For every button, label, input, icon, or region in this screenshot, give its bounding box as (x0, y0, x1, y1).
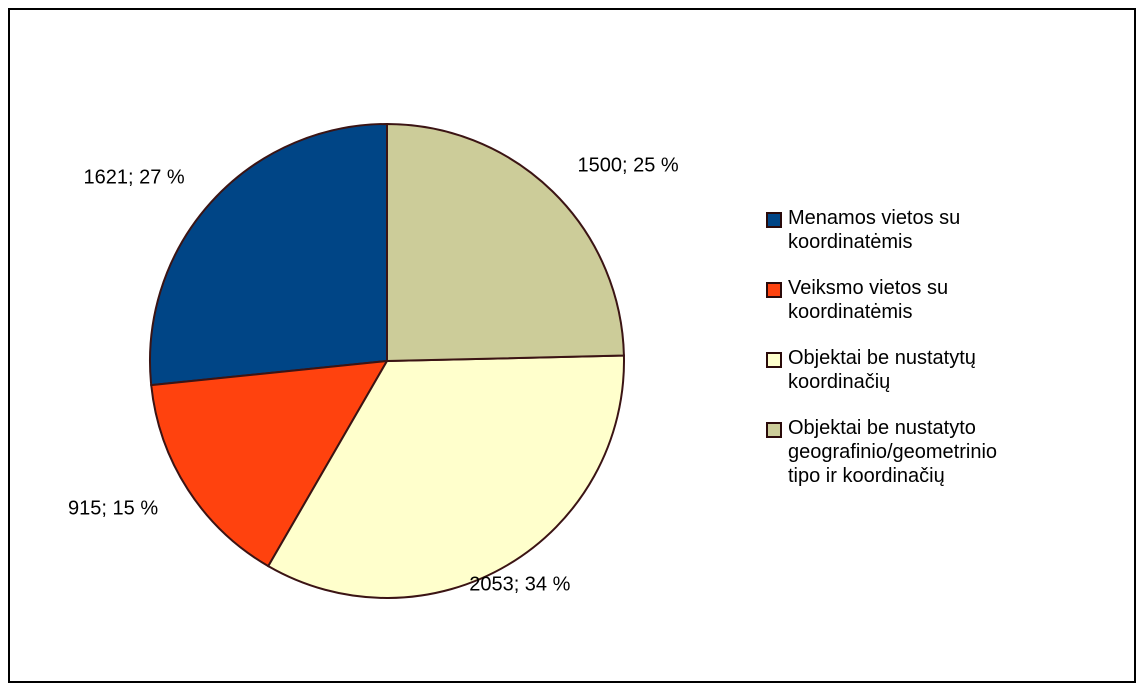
legend-swatch (766, 352, 782, 368)
legend-item: Menamos vietos su koordinatėmis (766, 206, 1006, 254)
pie-slice (386, 122, 625, 363)
data-label: 2053; 34 % (469, 574, 570, 596)
legend-item: Veiksmo vietos su koordinatėmis (766, 276, 1006, 324)
data-label: 1621; 27 % (84, 167, 185, 189)
pie-slice (150, 359, 389, 568)
legend-label: Objektai be nustatyto geografinio/geomet… (788, 417, 998, 487)
legend-label: Menamos vietos su koordinatėmis (788, 207, 961, 253)
pie-slice (149, 122, 388, 387)
legend-item: Objektai be nustatytų koordinačių (766, 346, 1006, 394)
legend-label: Objektai be nustatytų koordinačių (788, 347, 976, 393)
pie-slice (266, 354, 625, 599)
legend-item: Objektai be nustatyto geografinio/geomet… (766, 416, 1006, 488)
legend-swatch (766, 422, 782, 438)
legend-label: Veiksmo vietos su koordinatėmis (788, 277, 949, 323)
legend-swatch (766, 212, 782, 228)
data-label: 915; 15 % (68, 497, 158, 519)
legend-swatch (766, 282, 782, 298)
legend: Menamos vietos su koordinatėmis Veiksmo v… (766, 206, 1006, 510)
data-label: 1500; 25 % (577, 154, 678, 176)
